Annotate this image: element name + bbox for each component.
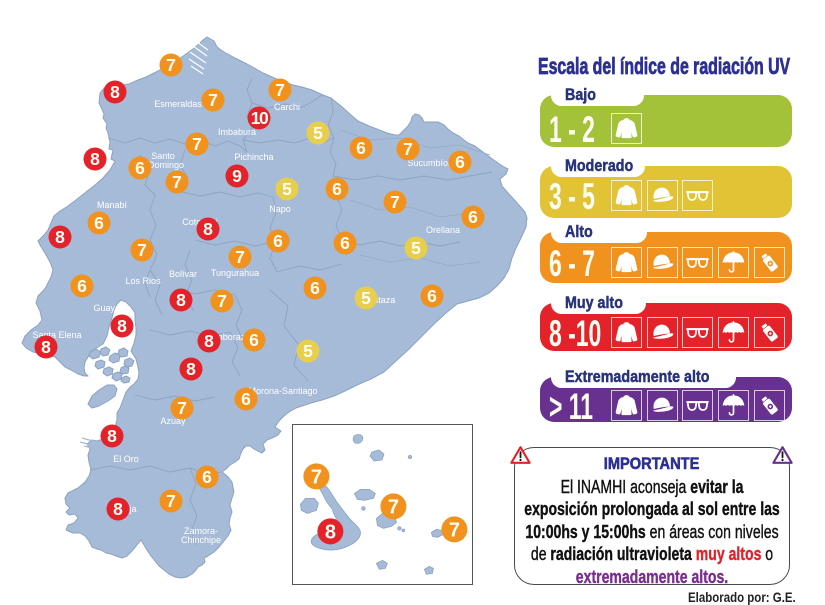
svg-text:Napo: Napo (269, 204, 291, 214)
svg-text:6: 6 (332, 179, 342, 199)
svg-text:6: 6 (273, 231, 283, 251)
svg-text:6: 6 (249, 330, 259, 350)
svg-text:6: 6 (356, 138, 366, 158)
svg-text:6: 6 (202, 467, 212, 487)
svg-text:6: 6 (468, 207, 478, 227)
svg-text:7: 7 (235, 247, 245, 267)
svg-text:Pichincha: Pichincha (234, 152, 273, 162)
svg-text:7: 7 (166, 491, 176, 511)
svg-text:7: 7 (192, 134, 202, 154)
svg-text:Imbabura: Imbabura (218, 127, 256, 137)
svg-text:6: 6 (427, 286, 437, 306)
svg-text:Carchi: Carchi (274, 102, 300, 112)
svg-text:5: 5 (411, 238, 421, 258)
svg-text:6: 6 (340, 233, 350, 253)
svg-text:8: 8 (203, 219, 213, 239)
svg-text:7: 7 (390, 192, 400, 212)
svg-text:7: 7 (449, 519, 460, 541)
svg-text:Chimborazo: Chimborazo (202, 332, 251, 342)
svg-text:6: 6 (135, 158, 145, 178)
svg-text:7: 7 (208, 90, 218, 110)
svg-text:8: 8 (110, 82, 120, 102)
svg-text:7: 7 (311, 466, 322, 488)
svg-text:Esmeraldas: Esmeraldas (154, 99, 202, 109)
svg-text:8: 8 (117, 316, 127, 336)
svg-text:Guayas: Guayas (93, 303, 125, 313)
svg-text:9: 9 (232, 166, 242, 186)
svg-text:8: 8 (41, 337, 51, 357)
svg-text:7: 7 (137, 240, 147, 260)
svg-text:5: 5 (313, 123, 323, 143)
svg-text:7: 7 (177, 398, 187, 418)
svg-text:Morona-Santiago: Morona-Santiago (248, 386, 317, 396)
svg-text:6: 6 (455, 152, 465, 172)
svg-text:Santo: Santo (151, 151, 175, 161)
svg-text:8: 8 (113, 499, 123, 519)
svg-text:5: 5 (361, 288, 371, 308)
svg-text:Manabí: Manabí (97, 200, 128, 210)
svg-text:8: 8 (186, 359, 196, 379)
svg-text:7: 7 (388, 496, 399, 518)
svg-text:7: 7 (217, 291, 227, 311)
svg-text:Domingo: Domingo (148, 160, 184, 170)
svg-text:Azuay: Azuay (160, 416, 186, 426)
svg-text:Santa Elena: Santa Elena (32, 330, 81, 340)
svg-text:Pastaza: Pastaza (363, 295, 396, 305)
svg-text:8: 8 (90, 149, 100, 169)
svg-text:6: 6 (94, 213, 104, 233)
svg-text:6: 6 (241, 389, 251, 409)
svg-text:Zamora-: Zamora- (184, 526, 218, 536)
svg-text:8: 8 (55, 227, 65, 247)
svg-text:6: 6 (77, 276, 87, 296)
svg-text:7: 7 (403, 139, 413, 159)
svg-text:Bolívar: Bolívar (169, 269, 197, 279)
svg-text:Chinchipe: Chinchipe (181, 535, 221, 545)
svg-text:Los Rios: Los Rios (125, 276, 161, 286)
svg-text:Orellana: Orellana (426, 225, 460, 235)
svg-text:7: 7 (166, 55, 176, 75)
svg-text:El Oro: El Oro (113, 454, 139, 464)
svg-text:7: 7 (172, 172, 182, 192)
svg-text:5: 5 (303, 341, 313, 361)
svg-text:Sucumbíos: Sucumbíos (407, 158, 453, 168)
svg-text:10: 10 (251, 108, 269, 128)
svg-text:6: 6 (310, 278, 320, 298)
svg-text:8: 8 (204, 331, 214, 351)
svg-text:5: 5 (282, 179, 292, 199)
svg-text:8: 8 (176, 290, 186, 310)
svg-text:Tungurahua: Tungurahua (211, 268, 259, 278)
svg-text:7: 7 (275, 80, 285, 100)
svg-text:8: 8 (107, 426, 117, 446)
svg-text:8: 8 (325, 521, 336, 543)
